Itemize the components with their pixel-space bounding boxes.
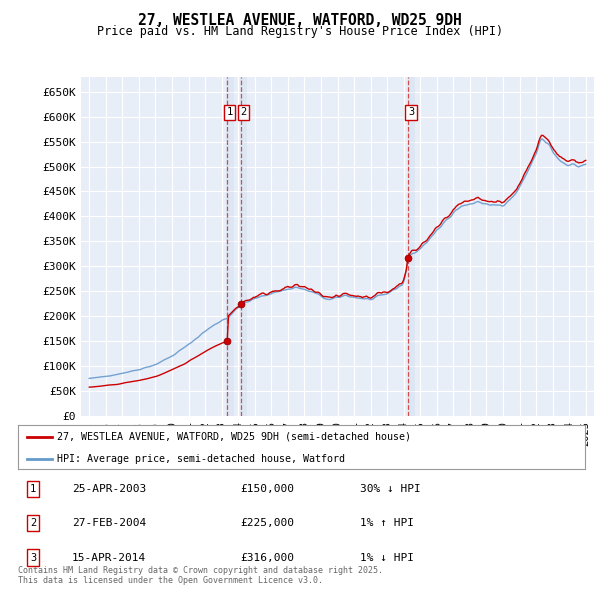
Text: 30% ↓ HPI: 30% ↓ HPI	[360, 484, 421, 494]
Text: 27, WESTLEA AVENUE, WATFORD, WD25 9DH: 27, WESTLEA AVENUE, WATFORD, WD25 9DH	[138, 13, 462, 28]
Text: 1% ↓ HPI: 1% ↓ HPI	[360, 553, 414, 562]
Text: £316,000: £316,000	[240, 553, 294, 562]
Text: 27, WESTLEA AVENUE, WATFORD, WD25 9DH (semi-detached house): 27, WESTLEA AVENUE, WATFORD, WD25 9DH (s…	[56, 432, 410, 442]
Text: 2: 2	[240, 107, 247, 117]
Text: 3: 3	[408, 107, 414, 117]
Bar	[407, 77, 415, 416]
Text: 3: 3	[30, 553, 36, 562]
Text: Contains HM Land Registry data © Crown copyright and database right 2025.
This d: Contains HM Land Registry data © Crown c…	[18, 566, 383, 585]
Text: 1: 1	[226, 107, 233, 117]
Text: £150,000: £150,000	[240, 484, 294, 494]
Text: 1: 1	[30, 484, 36, 494]
Bar	[240, 77, 247, 416]
Text: 25-APR-2003: 25-APR-2003	[72, 484, 146, 494]
Text: 2: 2	[30, 519, 36, 528]
Text: 1% ↑ HPI: 1% ↑ HPI	[360, 519, 414, 528]
Text: HPI: Average price, semi-detached house, Watford: HPI: Average price, semi-detached house,…	[56, 454, 344, 464]
Text: 15-APR-2014: 15-APR-2014	[72, 553, 146, 562]
Bar	[226, 77, 233, 416]
Text: Price paid vs. HM Land Registry's House Price Index (HPI): Price paid vs. HM Land Registry's House …	[97, 25, 503, 38]
Text: £225,000: £225,000	[240, 519, 294, 528]
Text: 27-FEB-2004: 27-FEB-2004	[72, 519, 146, 528]
